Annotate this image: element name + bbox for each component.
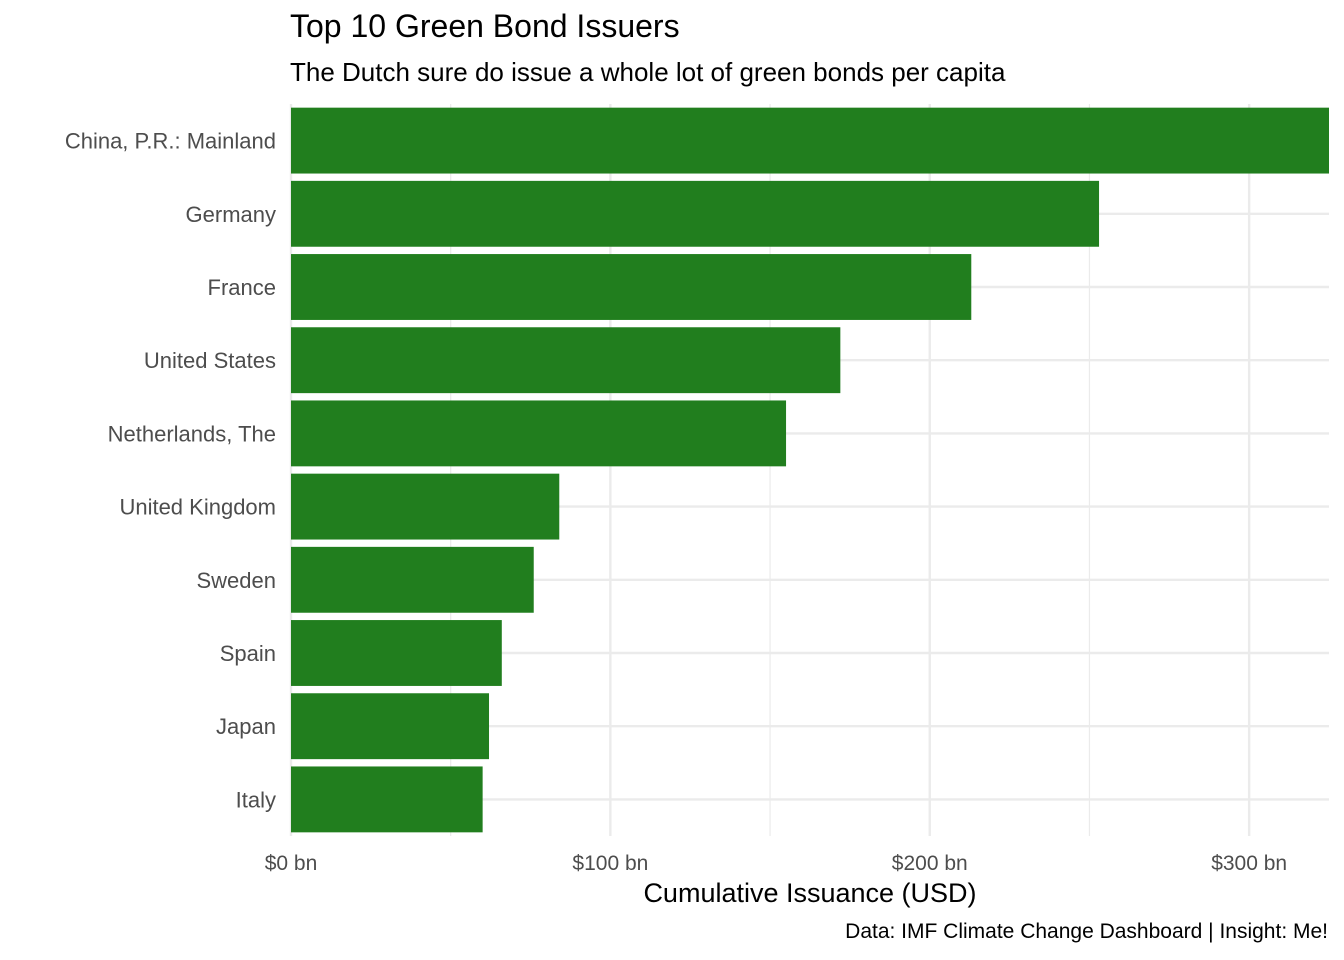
y-tick-label: United States [144,348,276,373]
bar [291,620,502,686]
x-tick-label: $300 bn [1211,852,1287,875]
y-tick-labels: China, P.R.: Mainland Germany France United… [65,129,276,813]
bars [291,107,1329,833]
chart-caption: Data: IMF Climate Change Dashboard | Ins… [845,920,1328,943]
y-tick-label: Germany [186,202,276,227]
y-tick-label: Italy [236,787,276,812]
chart-title: Top 10 Green Bond Issuers [290,8,680,44]
x-tick-label: $100 bn [572,852,648,875]
x-tick-label: $0 bn [265,852,318,875]
y-tick-label: Sweden [196,568,276,593]
y-tick-label: Netherlands, The [108,421,276,446]
bar [291,400,787,467]
x-tick-labels: $0 bn $100 bn $200 bn $300 bn [265,852,1287,875]
bar [291,546,534,613]
x-axis-title: Cumulative Issuance (USD) [643,878,976,908]
chart-subtitle: The Dutch sure do issue a whole lot of g… [290,57,1006,87]
bar [291,107,1329,174]
bar [291,180,1100,247]
y-tick-label: United Kingdom [119,495,276,520]
y-tick-label: China, P.R.: Mainland [65,129,276,154]
bar [291,327,841,394]
y-tick-label: France [208,275,276,300]
bar [291,766,483,833]
bar [291,473,560,540]
bar [291,254,972,320]
bar [291,693,490,760]
y-tick-label: Spain [220,641,276,666]
y-tick-label: Japan [216,714,276,739]
x-tick-label: $200 bn [892,852,968,875]
